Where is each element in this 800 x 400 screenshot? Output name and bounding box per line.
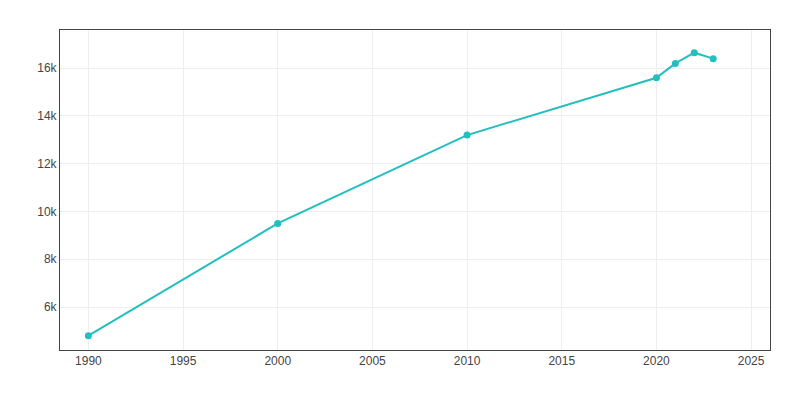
svg-text:2010: 2010 [454, 354, 481, 368]
svg-text:6k: 6k [44, 300, 58, 314]
svg-text:1995: 1995 [170, 354, 197, 368]
svg-text:1990: 1990 [75, 354, 102, 368]
svg-text:8k: 8k [44, 252, 58, 266]
svg-text:2000: 2000 [264, 354, 291, 368]
svg-text:2005: 2005 [359, 354, 386, 368]
svg-text:2025: 2025 [738, 354, 765, 368]
svg-text:2020: 2020 [643, 354, 670, 368]
svg-text:14k: 14k [37, 109, 57, 123]
svg-text:2015: 2015 [548, 354, 575, 368]
svg-text:12k: 12k [37, 157, 57, 171]
svg-text:16k: 16k [37, 61, 57, 75]
svg-text:10k: 10k [37, 205, 57, 219]
